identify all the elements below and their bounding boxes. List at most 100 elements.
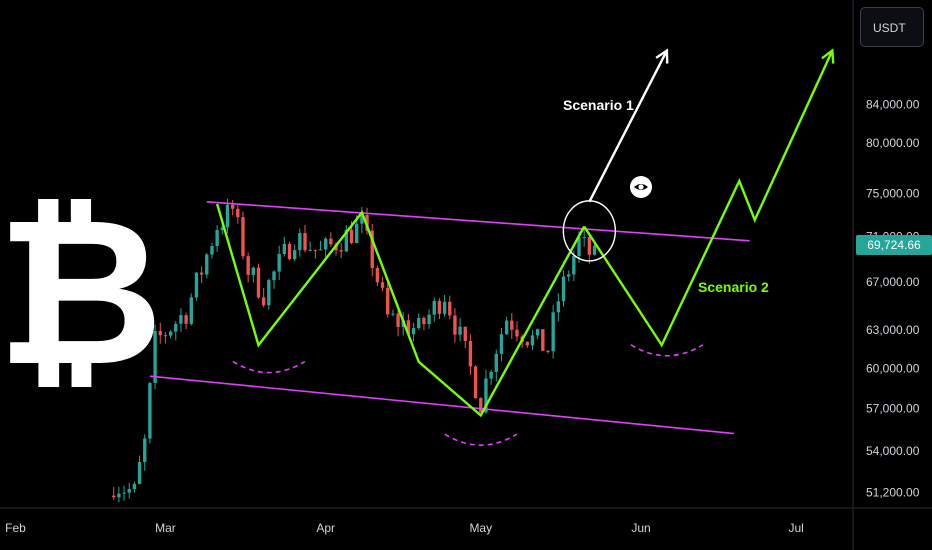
candle-body: [380, 282, 385, 288]
svg-text:₿: ₿: [0, 174, 164, 412]
candle-body: [453, 315, 457, 335]
channel-lower-line: [149, 375, 735, 435]
candle-body: [355, 223, 359, 244]
support-arc: [232, 360, 306, 374]
candle-body: [396, 313, 400, 327]
candle-body: [292, 250, 297, 260]
candle-body: [251, 267, 255, 275]
candle-body: [566, 274, 571, 277]
y-tick-label: 75,000.00: [866, 186, 920, 200]
channel-lines: [149, 201, 750, 435]
candle-body: [298, 233, 302, 251]
candle-body: [349, 229, 354, 244]
candle-body: [489, 371, 493, 379]
scenario-1-arrowhead: [655, 48, 669, 64]
candle-body: [148, 383, 152, 439]
scenario-2-label: Scenario 2: [698, 279, 769, 295]
candle-body: [535, 329, 540, 336]
y-tick-label: 84,000.00: [866, 98, 920, 112]
candle-body: [504, 320, 509, 335]
candle-body: [112, 495, 116, 498]
candle-body: [391, 313, 395, 315]
currency-selector[interactable]: USDT: [860, 7, 924, 47]
candle-body: [406, 320, 411, 335]
candle-body: [375, 267, 380, 283]
candle-body: [137, 462, 142, 484]
y-tick-label: 51,200.00: [866, 486, 920, 500]
candle-body: [261, 297, 266, 306]
x-tick-label: Apr: [316, 521, 335, 535]
candle-body: [515, 329, 519, 337]
candle-body: [210, 246, 214, 255]
candle-body: [541, 329, 545, 351]
candle-body: [442, 301, 447, 314]
candle-body: [530, 335, 535, 346]
candle-body: [437, 300, 442, 314]
candle-body: [143, 438, 147, 463]
candle-body: [546, 350, 550, 352]
support-arcs: [232, 344, 704, 446]
candle-body: [479, 398, 483, 413]
scenario-1-label: Scenario 1: [563, 97, 634, 113]
candle-body: [230, 204, 235, 209]
scenario-2-path: [583, 50, 834, 348]
candle-body: [153, 331, 157, 384]
x-tick-label: Mar: [155, 521, 176, 535]
candle-body: [272, 271, 276, 281]
channel-upper-line: [206, 201, 750, 242]
candle-body: [205, 254, 209, 275]
y-tick-label: 80,000.00: [866, 136, 920, 150]
candle-body: [122, 492, 126, 494]
candle-body: [246, 256, 250, 275]
candle-body: [587, 237, 592, 255]
candle-body: [241, 217, 245, 257]
candle-body: [499, 334, 504, 354]
candle-body: [360, 214, 364, 224]
last-price-badge: 69,724.66: [856, 235, 932, 255]
candle-body: [417, 317, 421, 329]
candle-body: [303, 233, 307, 251]
candle-body: [189, 297, 193, 324]
x-tick-label: Feb: [5, 521, 26, 535]
x-tick-label: May: [469, 521, 492, 535]
candle-body: [448, 301, 452, 316]
candle-body: [468, 341, 473, 367]
zigzag-pattern: [215, 203, 586, 418]
candle-body: [572, 256, 576, 275]
support-arc: [630, 344, 704, 357]
candle-body: [179, 315, 183, 324]
candle-body: [277, 253, 281, 272]
candle-body: [215, 230, 219, 247]
candle-body: [236, 208, 240, 218]
zigzag-line: [215, 203, 586, 418]
candle-body: [308, 249, 312, 251]
candle-body: [525, 342, 529, 346]
x-axis[interactable]: Feb Mar Apr May Jun Jul: [5, 521, 804, 535]
candle-body: [386, 287, 390, 315]
y-axis[interactable]: 84,000.0080,000.0075,000.0071,000.0067,0…: [866, 98, 920, 500]
eye-icon[interactable]: [630, 176, 652, 198]
y-tick-label: 54,000.00: [866, 444, 920, 458]
candle-body: [329, 238, 333, 245]
candle-body: [287, 243, 292, 260]
candle-body: [561, 276, 566, 302]
candle-body: [551, 312, 555, 352]
candle-body: [344, 229, 349, 252]
candle-body: [313, 249, 318, 251]
candle-body: [117, 493, 121, 498]
candle-body: [127, 489, 131, 493]
bitcoin-logo-icon: ₿: [0, 174, 164, 412]
candle-body: [370, 230, 374, 268]
scenario-2-arrowhead: [821, 48, 835, 64]
candle-body: [592, 245, 597, 255]
highlight-circle: [562, 200, 617, 262]
candle-body: [473, 366, 478, 399]
candle-body: [174, 323, 178, 332]
candle-body: [577, 237, 581, 257]
x-tick-label: Jun: [631, 521, 650, 535]
y-tick-label: 57,000.00: [866, 401, 920, 415]
candle-body: [158, 331, 162, 336]
candle-body: [463, 326, 467, 342]
candle-body: [168, 331, 173, 336]
